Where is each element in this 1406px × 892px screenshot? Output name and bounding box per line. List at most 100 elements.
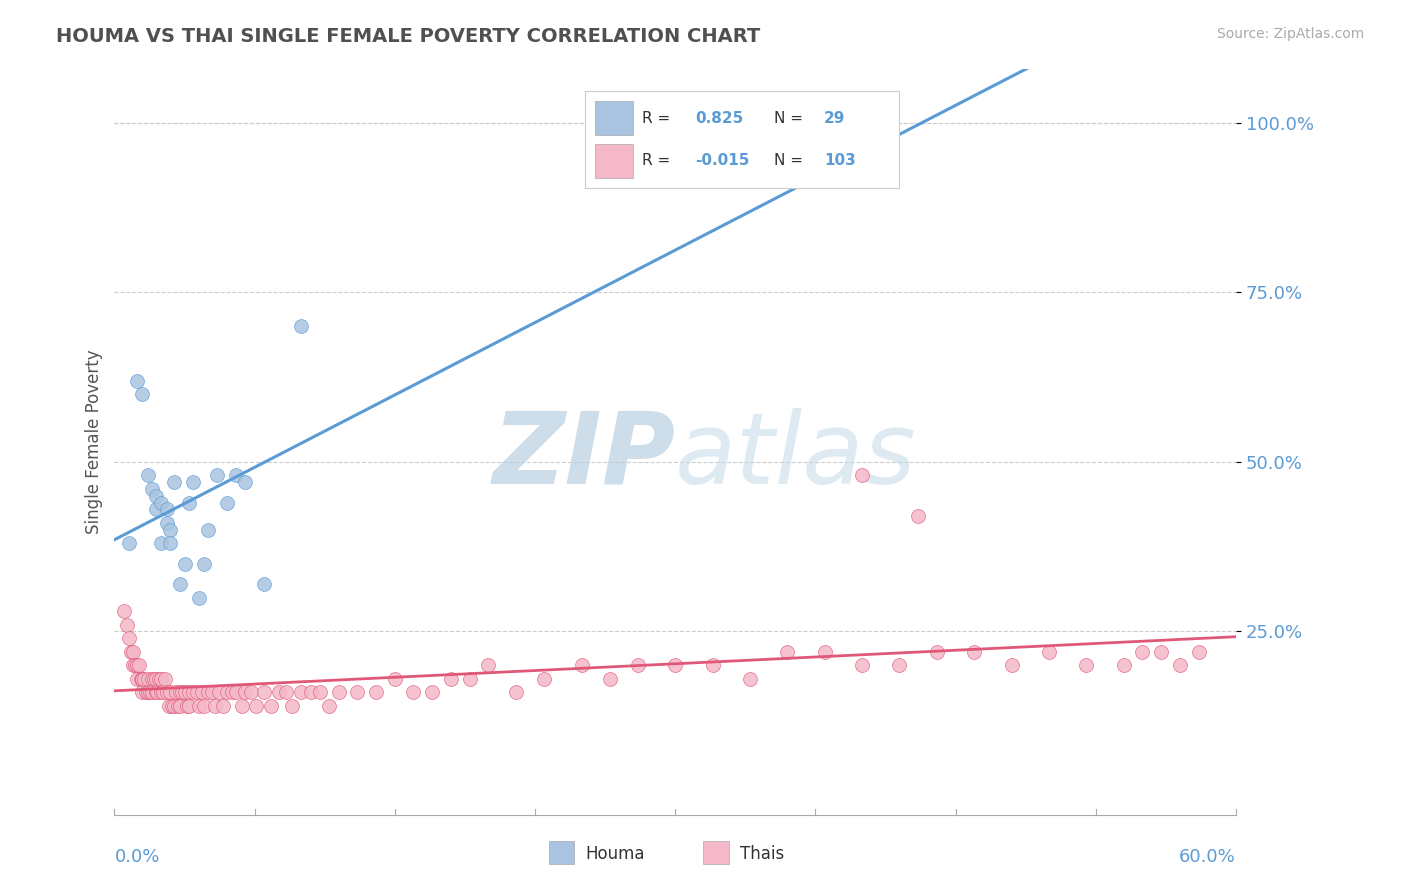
Point <box>814 136 837 150</box>
Point <box>152 685 174 699</box>
Point <box>702 658 724 673</box>
Point <box>176 699 198 714</box>
Point <box>253 685 276 699</box>
Point <box>193 699 215 714</box>
Point <box>162 699 184 714</box>
Point <box>889 658 911 673</box>
Point <box>191 685 214 699</box>
Point <box>134 672 156 686</box>
Point <box>117 617 139 632</box>
Point <box>1076 658 1098 673</box>
Point <box>299 685 322 699</box>
Point <box>135 685 157 699</box>
Point <box>851 658 873 673</box>
Point <box>420 685 443 699</box>
Point <box>245 699 267 714</box>
Point <box>141 482 163 496</box>
Point <box>215 495 238 509</box>
Point <box>136 685 159 699</box>
Point <box>267 685 290 699</box>
Point <box>150 495 173 509</box>
Point <box>233 475 256 490</box>
Point <box>1001 658 1024 673</box>
Point <box>131 387 153 401</box>
Point <box>169 577 191 591</box>
Point <box>533 672 555 686</box>
Point <box>156 516 179 530</box>
Point <box>145 685 167 699</box>
Point <box>174 557 197 571</box>
Point <box>159 536 181 550</box>
Point <box>125 374 148 388</box>
Point <box>402 685 425 699</box>
Point <box>260 699 283 714</box>
Point <box>318 699 340 714</box>
Point <box>851 468 873 483</box>
Point <box>225 685 247 699</box>
Point <box>153 672 176 686</box>
Point <box>253 577 276 591</box>
Point <box>118 631 141 645</box>
Point <box>156 502 179 516</box>
Point <box>276 685 298 699</box>
Point <box>215 685 238 699</box>
Text: Houma: Houma <box>585 845 645 863</box>
Point <box>221 685 243 699</box>
Text: HOUMA VS THAI SINGLE FEMALE POVERTY CORRELATION CHART: HOUMA VS THAI SINGLE FEMALE POVERTY CORR… <box>56 27 761 45</box>
Point <box>187 591 209 605</box>
Point <box>157 699 180 714</box>
Point <box>458 672 481 686</box>
Point <box>193 557 215 571</box>
Point <box>150 536 173 550</box>
Point <box>925 645 948 659</box>
Point <box>139 685 162 699</box>
Point <box>150 685 173 699</box>
Point <box>571 658 593 673</box>
Point <box>112 604 135 618</box>
Point <box>179 699 201 714</box>
Point <box>141 685 163 699</box>
Point <box>384 672 406 686</box>
Point <box>129 672 152 686</box>
Point <box>187 699 209 714</box>
Point <box>664 658 686 673</box>
Point <box>204 699 226 714</box>
Point <box>233 685 256 699</box>
Point <box>225 468 247 483</box>
Point <box>169 685 191 699</box>
Point <box>125 672 148 686</box>
Text: 60.0%: 60.0% <box>1180 848 1236 866</box>
Point <box>309 685 332 699</box>
Point <box>201 685 224 699</box>
Point <box>131 672 153 686</box>
Point <box>869 143 891 157</box>
Point <box>440 672 463 686</box>
Point <box>165 685 187 699</box>
Point <box>141 672 163 686</box>
Point <box>131 672 153 686</box>
Point <box>364 685 387 699</box>
Point <box>281 699 304 714</box>
Point <box>146 685 169 699</box>
Point <box>136 672 159 686</box>
Point <box>174 685 197 699</box>
Point <box>290 319 312 334</box>
Text: 0.0%: 0.0% <box>114 848 160 866</box>
Point <box>963 645 986 659</box>
Point <box>505 685 527 699</box>
Point <box>231 699 253 714</box>
Point <box>197 523 219 537</box>
Text: atlas: atlas <box>675 408 917 505</box>
Point <box>1038 645 1060 659</box>
Point <box>145 489 167 503</box>
Point <box>131 685 153 699</box>
Text: ZIP: ZIP <box>492 408 675 505</box>
Point <box>163 699 186 714</box>
Point <box>186 685 208 699</box>
Point <box>907 509 929 524</box>
Point <box>205 468 228 483</box>
Point <box>179 495 201 509</box>
Point <box>738 672 761 686</box>
Point <box>122 658 145 673</box>
Point <box>1187 645 1209 659</box>
